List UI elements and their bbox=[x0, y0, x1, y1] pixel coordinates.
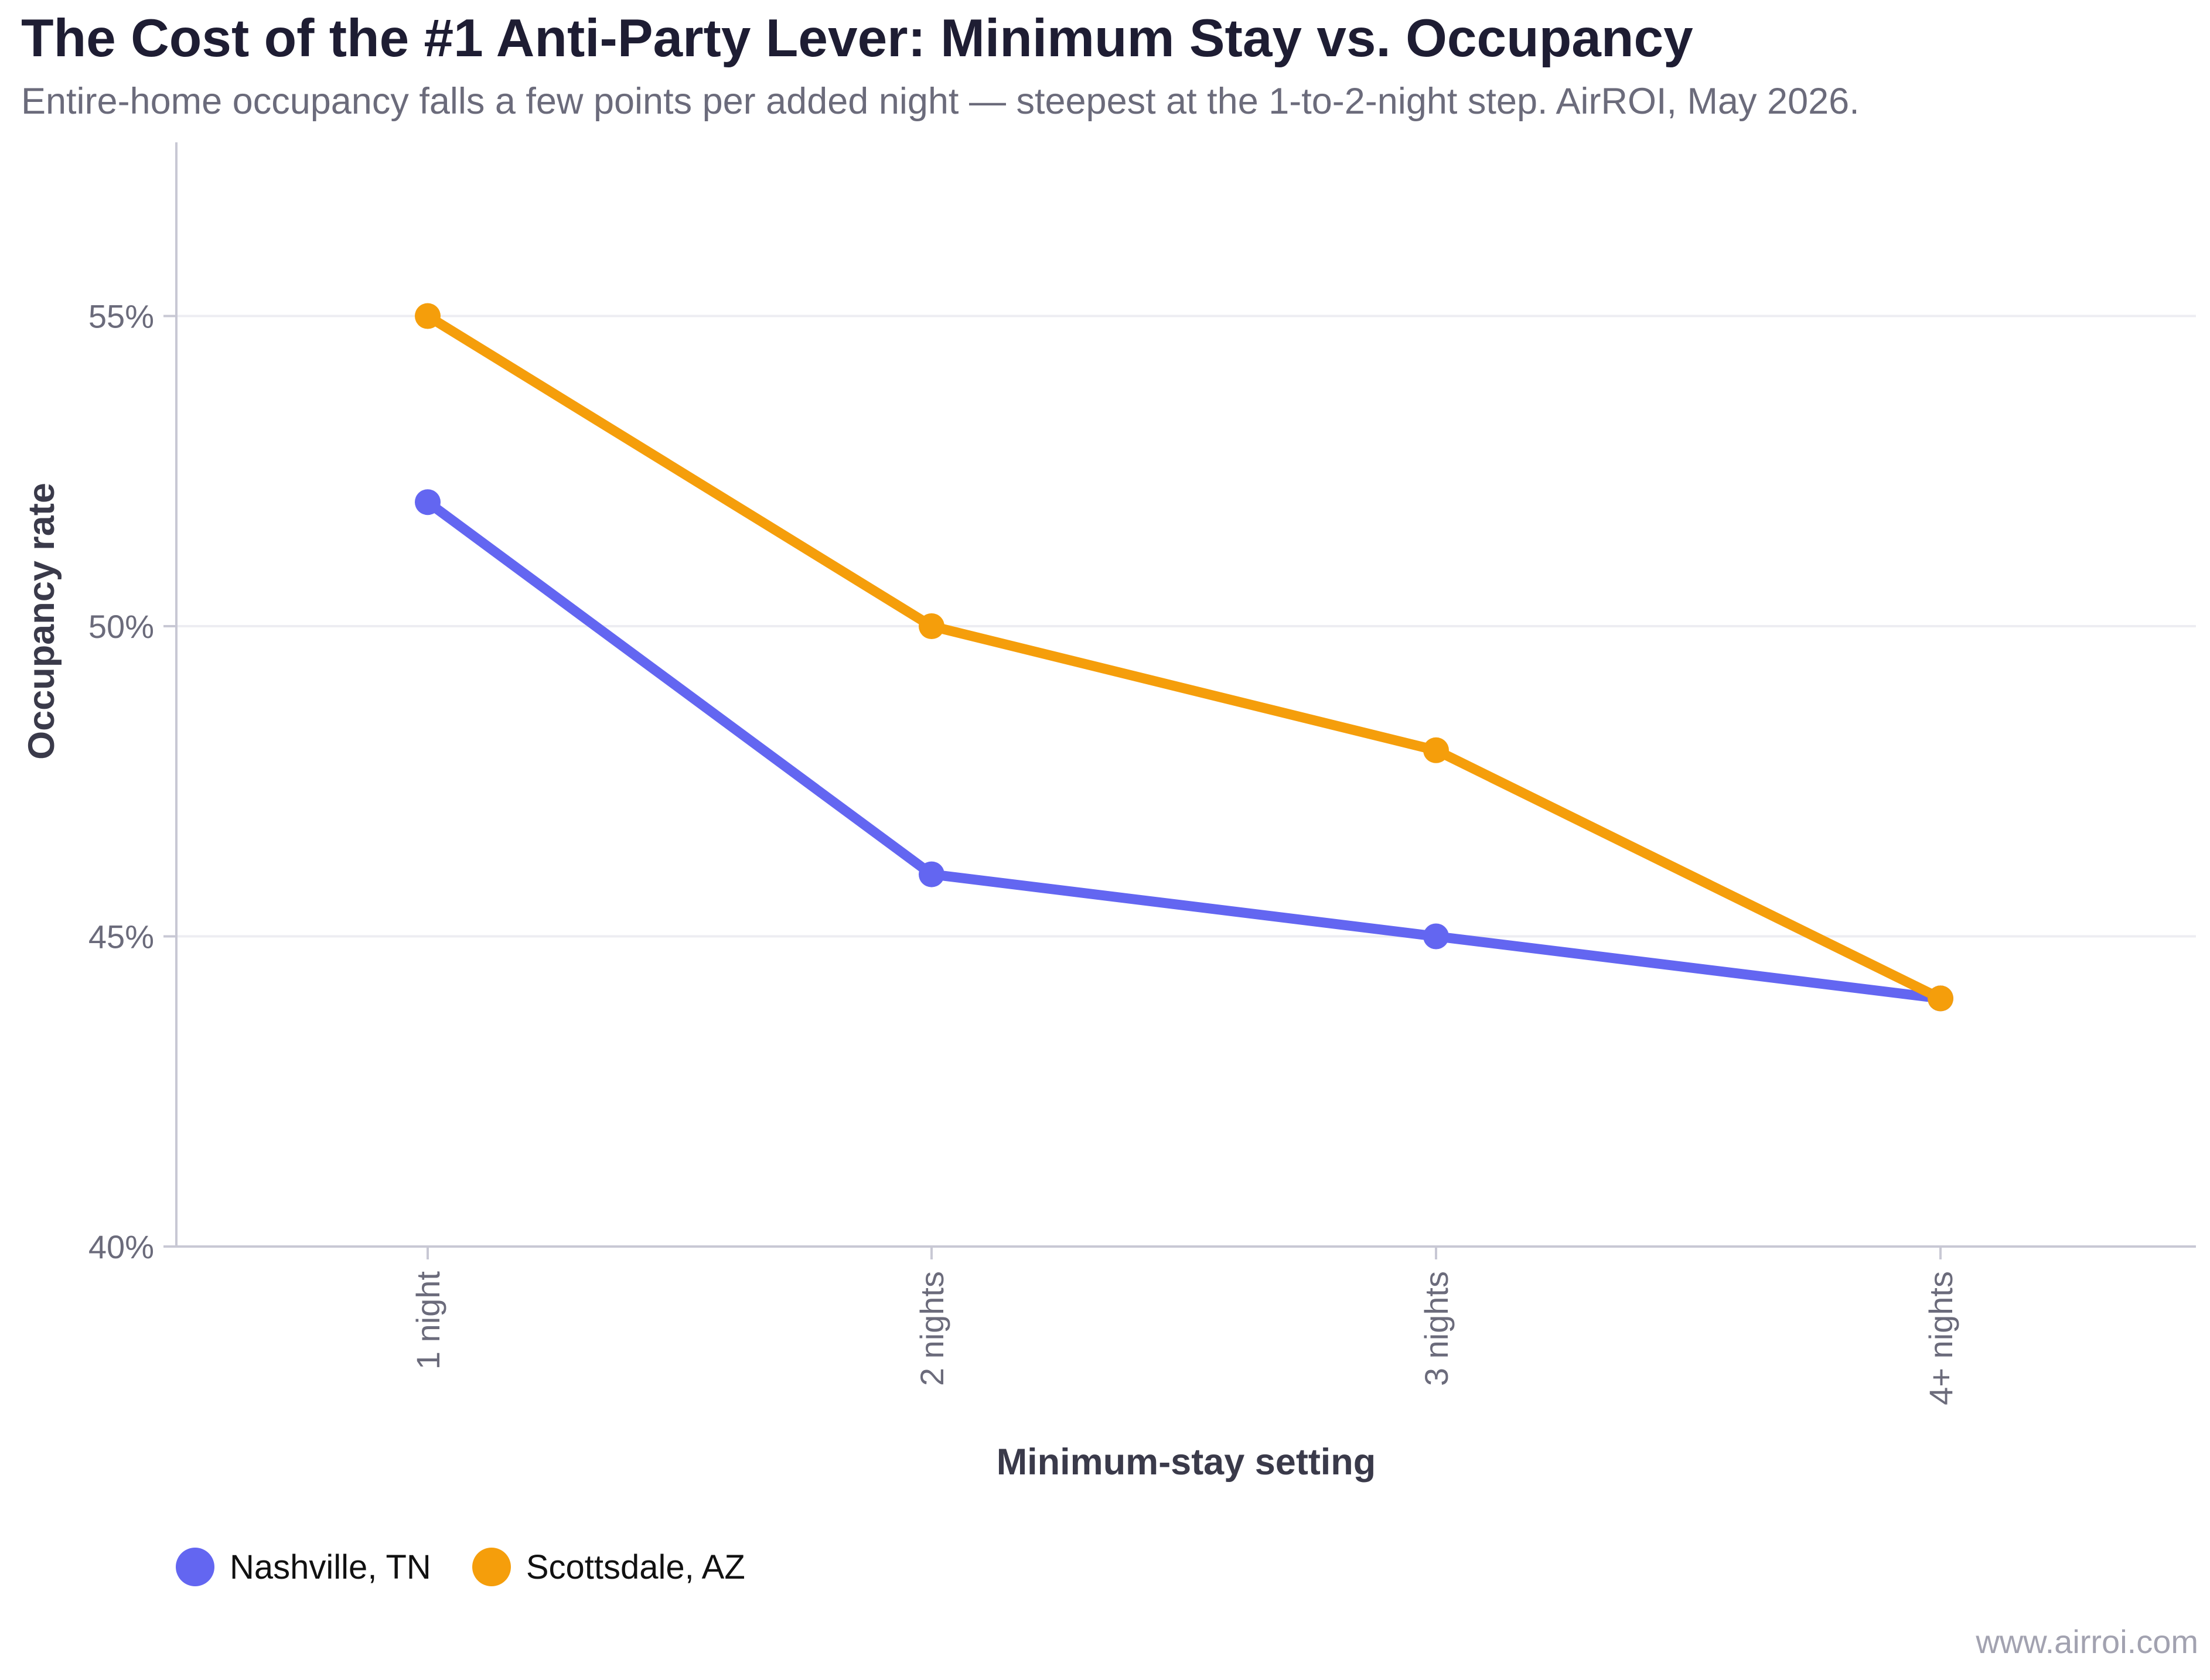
legend-label-nashville: Nashville, TN bbox=[230, 1548, 431, 1586]
data-point-scottsdale-az bbox=[1928, 985, 1953, 1012]
legend-swatch-nashville bbox=[176, 1548, 214, 1586]
legend: Nashville, TN Scottsdale, AZ bbox=[176, 1544, 786, 1590]
series-line-nashville-tn bbox=[422, 497, 1946, 1003]
legend-item-scottsdale[interactable]: Scottsdale, AZ bbox=[472, 1548, 745, 1587]
x-tick-label: 4+ nights bbox=[1922, 1271, 1959, 1405]
data-point-scottsdale-az bbox=[919, 613, 944, 640]
series-line-scottsdale-az bbox=[422, 311, 1946, 1003]
y-tick-label: 50% bbox=[88, 608, 154, 645]
chart-subtitle: Entire-home occupancy falls a few points… bbox=[21, 81, 1860, 122]
data-point-scottsdale-az bbox=[1423, 737, 1449, 763]
legend-label-scottsdale: Scottsdale, AZ bbox=[526, 1548, 745, 1586]
data-point-nashville-tn bbox=[919, 861, 944, 887]
x-tick-label: 1 night bbox=[410, 1271, 446, 1370]
data-point-nashville-tn bbox=[415, 489, 441, 515]
y-tick-label: 45% bbox=[88, 918, 154, 955]
chart-title: The Cost of the #1 Anti-Party Lever: Min… bbox=[21, 9, 1693, 68]
y-tick-label: 40% bbox=[88, 1228, 154, 1265]
x-tick-label: 2 nights bbox=[913, 1271, 950, 1386]
y-axis-title: Occupancy rate bbox=[21, 483, 62, 760]
watermark: www.airroi.com bbox=[1976, 1623, 2198, 1660]
data-point-scottsdale-az bbox=[415, 303, 441, 329]
y-tick-label: 55% bbox=[88, 298, 154, 335]
legend-item-nashville[interactable]: Nashville, TN bbox=[176, 1548, 431, 1587]
x-tick-label: 3 nights bbox=[1418, 1271, 1455, 1386]
legend-swatch-scottsdale bbox=[472, 1548, 511, 1586]
data-point-nashville-tn bbox=[1423, 923, 1449, 950]
x-axis-title: Minimum-stay setting bbox=[997, 1442, 1376, 1483]
